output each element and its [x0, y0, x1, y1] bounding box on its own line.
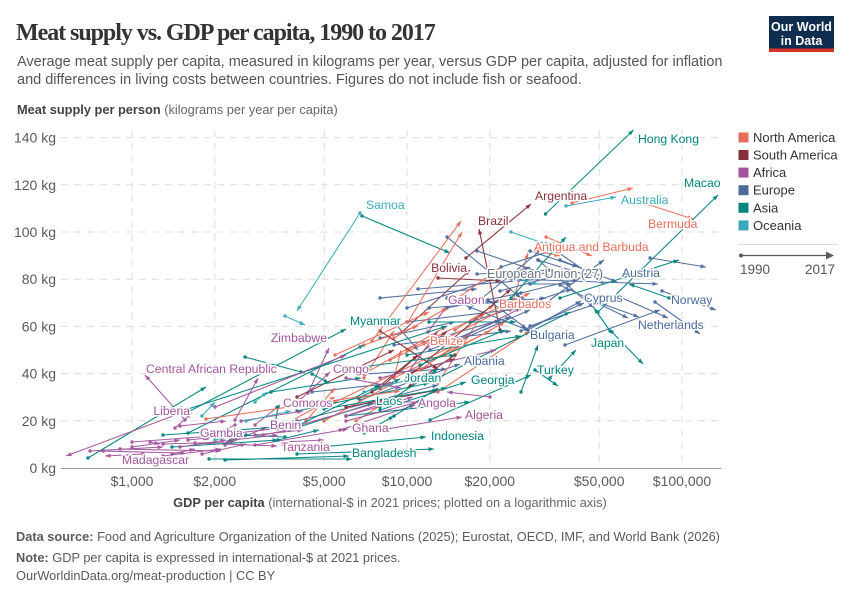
svg-text:Congo: Congo: [333, 362, 369, 376]
svg-text:Oceania: Oceania: [753, 218, 802, 233]
svg-text:Madagascar: Madagascar: [122, 453, 189, 467]
svg-text:Gambia: Gambia: [200, 426, 243, 440]
svg-text:Belize: Belize: [430, 334, 463, 348]
svg-text:OurWorldinData.org/meat-produc: OurWorldinData.org/meat-production | CC …: [16, 568, 276, 583]
svg-text:GDP per capita (international-: GDP per capita (international-$ in 2021 …: [173, 495, 607, 510]
svg-text:Zimbabwe: Zimbabwe: [271, 331, 327, 345]
svg-text:Albania: Albania: [464, 354, 505, 368]
svg-text:$10,000: $10,000: [382, 473, 433, 489]
svg-text:Bulgaria: Bulgaria: [530, 328, 575, 342]
svg-text:in Data: in Data: [781, 34, 824, 48]
svg-text:Tanzania: Tanzania: [281, 440, 330, 454]
svg-text:South America: South America: [753, 148, 838, 163]
svg-text:Antigua and Barbuda: Antigua and Barbuda: [534, 240, 649, 254]
svg-text:$2,000: $2,000: [193, 473, 236, 489]
svg-text:Data source: Food and Agricult: Data source: Food and Agriculture Organi…: [16, 529, 720, 544]
svg-text:140 kg: 140 kg: [14, 130, 56, 146]
svg-text:1990: 1990: [740, 262, 770, 277]
svg-text:Liberia: Liberia: [153, 404, 190, 418]
svg-text:Myanmar: Myanmar: [350, 314, 401, 328]
svg-text:$50,000: $50,000: [574, 473, 625, 489]
svg-text:Central African Republic: Central African Republic: [146, 362, 277, 376]
svg-text:40 kg: 40 kg: [22, 366, 56, 382]
svg-text:Cyprus: Cyprus: [584, 291, 623, 305]
svg-text:Jordan: Jordan: [404, 371, 441, 385]
svg-text:$100,000: $100,000: [653, 473, 712, 489]
svg-text:Algeria: Algeria: [465, 408, 503, 422]
svg-text:Meat supply vs. GDP per capita: Meat supply vs. GDP per capita, 1990 to …: [16, 20, 436, 46]
svg-text:Benin: Benin: [270, 418, 301, 432]
svg-text:Comoros: Comoros: [283, 396, 332, 410]
svg-text:Netherlands: Netherlands: [638, 318, 704, 332]
svg-text:European Union (27): European Union (27): [487, 267, 603, 281]
svg-text:20 kg: 20 kg: [22, 413, 56, 429]
svg-text:Argentina: Argentina: [535, 189, 587, 203]
svg-text:Laos: Laos: [376, 394, 402, 408]
svg-text:Brazil: Brazil: [478, 214, 508, 228]
svg-text:80 kg: 80 kg: [22, 271, 56, 287]
svg-text:Indonesia: Indonesia: [431, 429, 484, 443]
svg-text:Average meat supply per capita: Average meat supply per capita, measured…: [17, 54, 723, 70]
svg-text:100 kg: 100 kg: [14, 224, 56, 240]
svg-text:Our World: Our World: [771, 20, 832, 34]
svg-text:Bangladesh: Bangladesh: [352, 446, 416, 460]
svg-text:Australia: Australia: [621, 193, 669, 207]
svg-text:Barbados: Barbados: [499, 297, 551, 311]
svg-text:Japan: Japan: [591, 336, 624, 350]
svg-text:Ghana: Ghana: [352, 421, 389, 435]
svg-text:$5,000: $5,000: [303, 473, 346, 489]
svg-text:and differences in living cost: and differences in living costs between …: [17, 72, 582, 88]
svg-text:Asia: Asia: [753, 200, 779, 215]
svg-text:Macao: Macao: [684, 176, 721, 190]
svg-text:Norway: Norway: [671, 293, 713, 307]
svg-text:Europe: Europe: [753, 183, 795, 198]
svg-text:Bolivia: Bolivia: [431, 261, 467, 275]
svg-text:$20,000: $20,000: [464, 473, 515, 489]
svg-text:$1,000: $1,000: [111, 473, 154, 489]
svg-text:Meat supply per person (kilogr: Meat supply per person (kilograms per ye…: [17, 102, 338, 117]
svg-text:Turkey: Turkey: [537, 363, 575, 377]
svg-text:Bermuda: Bermuda: [648, 217, 698, 231]
svg-text:2017: 2017: [805, 262, 835, 277]
svg-text:North America: North America: [753, 130, 836, 145]
svg-text:Austria: Austria: [622, 266, 660, 280]
svg-text:60 kg: 60 kg: [22, 318, 56, 334]
svg-text:120 kg: 120 kg: [14, 177, 56, 193]
svg-text:Hong Kong: Hong Kong: [638, 132, 699, 146]
svg-text:Georgia: Georgia: [471, 373, 515, 387]
svg-text:Angola: Angola: [418, 396, 456, 410]
svg-text:0 kg: 0 kg: [30, 460, 56, 476]
svg-text:Samoa: Samoa: [366, 198, 405, 212]
svg-text:Gabon: Gabon: [448, 293, 485, 307]
svg-text:Note: GDP per capita is expres: Note: GDP per capita is expressed in int…: [16, 550, 401, 565]
svg-text:Africa: Africa: [753, 165, 787, 180]
